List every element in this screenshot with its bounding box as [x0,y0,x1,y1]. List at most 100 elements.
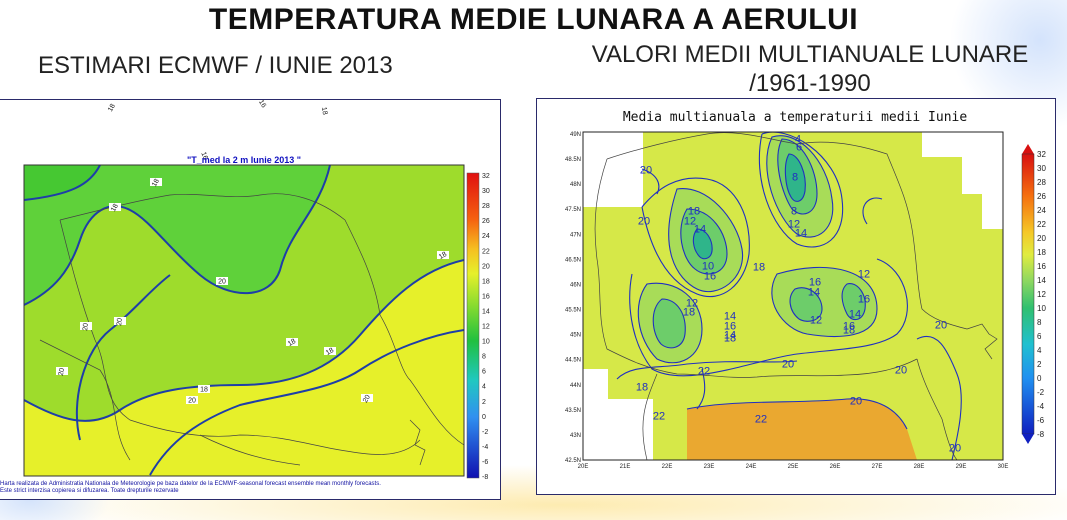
climatology-contour-label: 20 [782,359,794,371]
climatology-contour-label-text: 20 [638,216,650,228]
climatology-colorbar-label: 20 [1037,234,1046,243]
climatology-subtitle-line2: /1961-1990 [749,70,871,97]
forecast-colorbar-label: -2 [482,429,488,436]
climatology-contour-label-text: 22 [755,414,767,426]
climatology-contour-labels: 2020181214101618468812141614121612141618… [636,134,961,455]
forecast-contour-label-text: 20 [188,398,196,405]
climatology-contour-label-text: 12 [788,219,800,231]
climatology-contour-label-text: 20 [949,443,961,455]
climatology-contour-label: 14 [694,224,706,236]
forecast-contour-label-text: 20 [116,318,124,326]
climatology-contour-label: 16 [843,321,855,333]
forecast-contour-label-bg [80,322,92,330]
climatology-map-title: Media multianuala a temperaturii medii I… [622,110,968,125]
climatology-colorbar-label: 30 [1037,164,1046,173]
climatology-contour-label-text: 18 [724,333,736,345]
climatology-contour-label-text: 16 [858,294,870,306]
forecast-contour-label: 20 [114,317,126,326]
forecast-colorbar-label: 20 [482,263,490,270]
climatology-contour-label: 20 [850,396,862,408]
climatology-contour-label: 22 [755,414,767,426]
forecast-contour-label: 16 [256,100,268,109]
climatology-contour-label: 12 [810,315,822,327]
forecast-map-credit: Harta realizata de Administratia Nationa… [0,481,470,495]
forecast-map-panel: 32 30 28 26 24 22 20 18 16 14 12 10 8 6 4 2 0 -2 -4 -6 -8 18… [0,99,501,500]
climatology-contour-label-text: 16 [843,321,855,333]
climatology-contour-label: 6 [796,142,802,154]
climatology-colorbar-label: 2 [1037,360,1042,369]
climatology-contour-label-text: 8 [791,206,797,218]
forecast-colorbar-label: 16 [482,293,490,300]
longitude-tick-label: 30E [998,464,1009,470]
forecast-contour-label-bg [186,396,198,404]
forecast-contour-label: 16 [198,151,210,161]
climatology-contour-label: 14 [724,330,736,342]
forecast-contour-label-text: 18 [320,107,328,116]
climatology-colorbar-label: 6 [1037,332,1042,341]
forecast-contour-label-bg [109,203,121,211]
forecast-contour-label: 18 [109,203,121,213]
climatology-contour-label: 8 [792,172,798,184]
climatology-contour-label: 20 [949,443,961,455]
climatology-contour-label: 16 [704,271,716,283]
forecast-contour-label-bg [361,394,373,402]
climatology-contour-label-text: 12 [686,298,698,310]
climatology-contour-label: 16 [858,294,870,306]
climatology-map: 49N 48.5N 48N 47.5N 47N 46.5N 46N 45.5N 45N 44.5N… [565,131,1046,470]
climatology-contour-label-text: 14 [724,330,736,342]
latitude-tick-label: 44.5N [565,358,581,364]
climatology-latitude-ticks: 49N 48.5N 48N 47.5N 47N 46.5N 46N 45.5N 45N 44.5N… [565,132,581,464]
climatology-colorbar-label: 16 [1037,262,1046,271]
climatology-colorbar-label: -2 [1037,388,1045,397]
page-title: TEMPERATURA MEDIE LUNARA A AERULUI [208,3,859,36]
climatology-contour-label-text: 16 [724,321,736,333]
climatology-contour-label-text: 20 [850,396,862,408]
climatology-colorbar-label: 24 [1037,206,1046,215]
longitude-tick-label: 29E [956,464,967,470]
climatology-contour-label-text: 12 [810,315,822,327]
climatology-contour-label-text: 4 [795,134,801,146]
climatology-contour-label: 12 [858,269,870,281]
climatology-contour-label-text: 18 [636,382,648,394]
forecast-colorbar-label: -8 [482,474,488,481]
climatology-colorbar-label: 32 [1037,150,1046,159]
forecast-contour-label-text: 18 [151,178,161,188]
latitude-tick-label: 46N [570,282,581,288]
climatology-subtitle-line1: VALORI MEDII MULTIANUALE LUNARE [591,41,1029,68]
climatology-colorbar-label: 4 [1037,346,1042,355]
forecast-contour-label-bg [56,367,68,375]
forecast-colorbar-label: 8 [482,354,486,361]
longitude-tick-label: 25E [788,464,799,470]
climatology-contour-label: 18 [683,307,695,319]
climatology-colorbar-label: 28 [1037,178,1046,187]
climatology-contour-label-text: 20 [782,359,794,371]
forecast-contour-label-bg [318,106,330,114]
climatology-contour-label-text: 18 [843,325,855,337]
climatology-contour-label: 20 [640,165,652,177]
latitude-tick-label: 43.5N [565,408,581,414]
climatology-colorbar-label: 12 [1037,290,1046,299]
forecast-map-title: "T_med la 2 m Iunie 2013 " [186,155,302,165]
forecast-contour-label-text: 20 [82,323,90,331]
forecast-contour-label: 20 [361,394,373,404]
climatology-contour-label: 14 [795,228,807,240]
latitude-tick-label: 48.5N [565,157,581,163]
forecast-contour-label-text: 18 [200,387,208,394]
climatology-contour-label: 20 [638,216,650,228]
climatology-contour-label: 20 [895,365,907,377]
forecast-contour-label-text: 20 [362,394,372,404]
climatology-contour-label-text: 20 [935,320,947,332]
forecast-contour-label-bg [198,385,210,393]
climatology-contour-label-text: 22 [698,366,710,378]
climatology-contour-label-text: 6 [796,142,802,154]
forecast-colorbar-label: 28 [482,203,490,210]
forecast-colorbar-label: -4 [482,444,488,451]
longitude-tick-label: 26E [830,464,841,470]
climatology-contour-label: 18 [724,333,736,345]
forecast-credit-line2: Este strict interzisa copierea si difuza… [0,488,179,494]
latitude-tick-label: 44N [570,383,581,389]
climatology-contour-label-text: 18 [683,307,695,319]
forecast-credit-line1: Harta realizata de Administratia Nationa… [0,481,381,487]
